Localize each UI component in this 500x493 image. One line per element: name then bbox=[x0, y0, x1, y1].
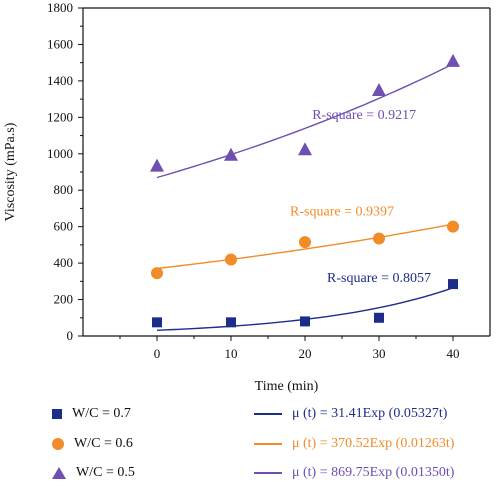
legend-item-wc05: W/C = 0.5 bbox=[52, 465, 135, 481]
fit-line-icon bbox=[254, 413, 282, 415]
fit-equation: μ (t) = 31.41Exp (0.05327t) bbox=[292, 406, 448, 421]
y-tick-label: 1000 bbox=[47, 146, 73, 161]
fit-line-icon bbox=[254, 472, 282, 474]
circle-point bbox=[447, 220, 459, 233]
x-tick-label: 40 bbox=[447, 346, 460, 361]
data-points bbox=[150, 53, 460, 328]
fit-equation: μ (t) = 869.75Exp (0.01350t) bbox=[292, 465, 455, 480]
y-tick-label: 0 bbox=[67, 328, 74, 343]
square-point bbox=[448, 279, 458, 290]
triangle-point bbox=[224, 147, 238, 161]
triangle-point bbox=[298, 142, 312, 156]
triangle-point bbox=[446, 53, 460, 67]
y-tick-label: 600 bbox=[54, 219, 74, 234]
square-point bbox=[152, 317, 162, 328]
x-tick-label: 30 bbox=[373, 346, 386, 361]
y-tick-label: 1400 bbox=[47, 73, 73, 88]
y-axis-title: Viscosity (mPa.s) bbox=[3, 122, 18, 221]
r-square-label: R-square = 0.9397 bbox=[290, 205, 394, 220]
axes: 0 200 400 600 800 1000 1200 1400 1600 1800 0 10 20 30… bbox=[3, 0, 491, 394]
fit-curves bbox=[156, 63, 454, 331]
fit-curve-2 bbox=[156, 63, 454, 179]
y-tick-label: 200 bbox=[54, 292, 74, 307]
legend-fit-wc05: μ (t) = 869.75Exp (0.01350t) bbox=[254, 465, 454, 481]
legend-item-wc07: W/C = 0.7 bbox=[52, 406, 131, 422]
square-point bbox=[300, 316, 310, 327]
fit-line-icon bbox=[254, 443, 282, 445]
legend-label: W/C = 0.7 bbox=[72, 406, 131, 421]
x-axis-title: Time (min) bbox=[255, 379, 319, 394]
legend-fit-wc06: μ (t) = 370.52Exp (0.01263t) bbox=[254, 436, 454, 452]
y-tick-label: 1600 bbox=[47, 36, 73, 51]
square-marker-icon bbox=[52, 409, 62, 419]
y-tick-label: 400 bbox=[54, 255, 74, 270]
legend-item-wc06: W/C = 0.6 bbox=[52, 436, 133, 452]
triangle-point bbox=[372, 83, 386, 96]
r-square-annotations: R-square = 0.8057 R-square = 0.9397 R-squa… bbox=[290, 108, 431, 286]
circle-point bbox=[151, 267, 163, 280]
viscosity-chart: 0 200 400 600 800 1000 1200 1400 1600 1800 0 10 20 30… bbox=[3, 0, 491, 394]
triangle-point bbox=[150, 158, 164, 172]
circle-marker-icon bbox=[52, 438, 64, 450]
square-point bbox=[226, 317, 236, 328]
square-point bbox=[374, 312, 384, 323]
circle-point bbox=[225, 253, 237, 266]
circle-point bbox=[373, 232, 385, 245]
triangle-marker-icon bbox=[52, 467, 66, 479]
r-square-label: R-square = 0.8057 bbox=[327, 271, 431, 286]
x-tick-label: 20 bbox=[299, 346, 312, 361]
y-tick-label: 800 bbox=[54, 182, 74, 197]
legend-label: W/C = 0.5 bbox=[76, 465, 135, 480]
x-tick-label: 10 bbox=[225, 346, 238, 361]
fit-equation: μ (t) = 370.52Exp (0.01263t) bbox=[292, 436, 455, 451]
r-square-label: R-square = 0.9217 bbox=[312, 108, 416, 123]
fit-curve-1 bbox=[156, 223, 454, 270]
legend-label: W/C = 0.6 bbox=[74, 436, 133, 451]
y-tick-label: 1800 bbox=[47, 0, 73, 15]
y-tick-label: 1200 bbox=[47, 109, 73, 124]
legend-fit-wc07: μ (t) = 31.41Exp (0.05327t) bbox=[254, 406, 447, 422]
circle-point bbox=[299, 236, 311, 249]
x-tick-label: 0 bbox=[154, 346, 161, 361]
